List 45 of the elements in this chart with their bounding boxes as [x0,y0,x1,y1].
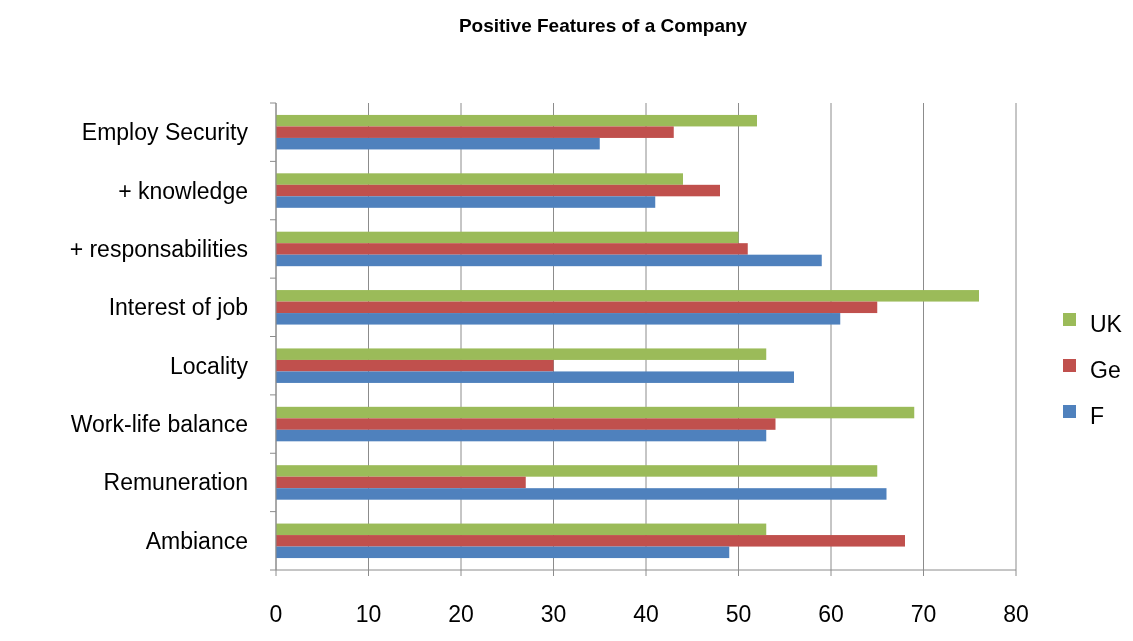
bar [276,243,748,255]
bar [276,196,656,208]
legend-label: UK [1090,311,1123,338]
x-tick-label: 40 [633,601,659,627]
bar [276,476,526,489]
chart-title: Positive Features of a Company [458,15,748,36]
bar [276,488,887,500]
x-tick-label: 30 [540,601,567,627]
bar [276,290,979,302]
bar [276,359,554,372]
x-tick-label: 0 [269,601,283,627]
bar [276,418,776,430]
y-tick-label: Remuneration [103,469,248,496]
x-tick-label: 70 [910,601,937,627]
x-tick-label: 20 [448,601,474,627]
x-tick-label: 60 [818,601,844,627]
bar [276,173,683,185]
y-tick-label: Work-life balance [70,411,248,438]
bar [276,137,600,150]
bar [276,184,720,197]
x-tick-label: 80 [1003,601,1029,627]
y-tick-label: Locality [170,352,249,379]
bar [276,546,730,559]
y-tick-label: Interest of job [108,294,248,321]
legend-label: F [1090,403,1105,430]
bar [276,535,905,547]
bar [276,301,878,314]
bar [276,313,841,325]
y-tick-label: + responsabilities [69,235,248,262]
x-tick-label: 50 [725,601,752,627]
bar [276,231,739,244]
bar [276,371,794,383]
legend-label: Ge [1090,357,1121,384]
bar [276,114,757,127]
y-tick-label: + knowledge [118,177,248,204]
bar [276,126,674,138]
y-tick-label: Ambiance [145,527,248,554]
x-tick-label: 10 [355,601,382,627]
bar [276,348,767,360]
bar [276,523,767,536]
bar [276,429,767,442]
bar [276,406,915,419]
y-tick-label: Employ Security [81,119,249,146]
bar [276,254,822,267]
bar [276,465,878,477]
